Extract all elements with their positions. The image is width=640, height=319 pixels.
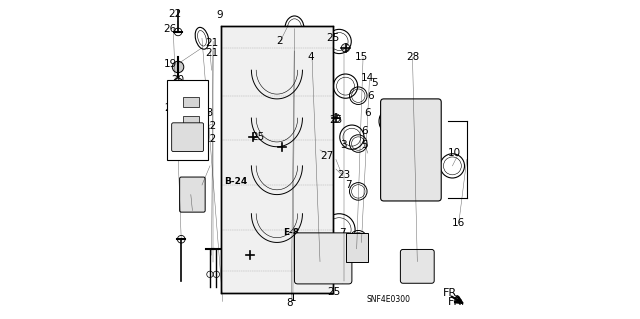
Text: 25: 25: [328, 287, 341, 297]
Text: 28: 28: [406, 52, 419, 62]
Circle shape: [173, 78, 183, 88]
Bar: [186, 136, 199, 152]
Text: 19: 19: [164, 59, 177, 69]
Circle shape: [391, 119, 396, 124]
Text: 15: 15: [355, 52, 368, 63]
Text: 26: 26: [163, 24, 177, 34]
FancyBboxPatch shape: [381, 99, 441, 201]
Circle shape: [410, 157, 415, 162]
Text: 27: 27: [320, 151, 333, 161]
Text: 14: 14: [361, 73, 374, 83]
Bar: [183, 97, 199, 107]
Bar: [221, 26, 333, 293]
Text: 21: 21: [205, 48, 219, 58]
Text: 20: 20: [172, 75, 184, 85]
Text: 22: 22: [168, 9, 182, 19]
Text: 24: 24: [164, 103, 177, 114]
Text: 3: 3: [340, 140, 348, 150]
Text: FR.: FR.: [447, 297, 465, 307]
Text: SNF4E0300: SNF4E0300: [366, 295, 410, 304]
Circle shape: [420, 176, 424, 181]
Text: 4: 4: [308, 52, 314, 63]
Text: 16: 16: [452, 218, 465, 228]
FancyBboxPatch shape: [294, 233, 352, 284]
Text: 11: 11: [182, 116, 196, 126]
Text: 6: 6: [362, 126, 368, 136]
Text: B-24: B-24: [224, 177, 247, 186]
Text: 7: 7: [346, 180, 352, 190]
Text: 7: 7: [339, 276, 346, 286]
Text: 6: 6: [368, 91, 374, 101]
Text: 10: 10: [447, 148, 461, 158]
Text: 8: 8: [286, 298, 293, 308]
Text: 25: 25: [326, 33, 339, 43]
Text: 6: 6: [365, 108, 371, 118]
Bar: [186, 113, 199, 129]
Text: 5: 5: [362, 140, 368, 150]
Bar: [183, 116, 199, 126]
Text: 13: 13: [201, 108, 214, 118]
Text: 5: 5: [371, 78, 378, 88]
Text: FR.: FR.: [443, 288, 460, 299]
Circle shape: [401, 138, 406, 143]
Text: 18: 18: [167, 142, 180, 152]
Text: 7: 7: [339, 228, 346, 238]
Text: 12: 12: [204, 121, 216, 131]
FancyBboxPatch shape: [172, 123, 204, 152]
Text: 23: 23: [337, 170, 351, 181]
FancyBboxPatch shape: [180, 177, 205, 212]
Text: 9: 9: [216, 10, 223, 20]
Text: 21: 21: [205, 38, 219, 48]
Text: 18: 18: [167, 133, 180, 143]
Text: E-8: E-8: [284, 228, 300, 237]
Circle shape: [172, 61, 184, 73]
FancyBboxPatch shape: [401, 249, 434, 283]
Text: 25: 25: [251, 132, 264, 142]
Text: 17: 17: [167, 116, 180, 126]
Text: 12: 12: [204, 134, 216, 144]
Text: 17: 17: [167, 126, 180, 136]
Bar: [167, 80, 209, 160]
Text: 25: 25: [330, 115, 342, 125]
Bar: [346, 233, 368, 262]
Text: 2: 2: [276, 36, 282, 47]
Text: 1: 1: [289, 293, 296, 303]
